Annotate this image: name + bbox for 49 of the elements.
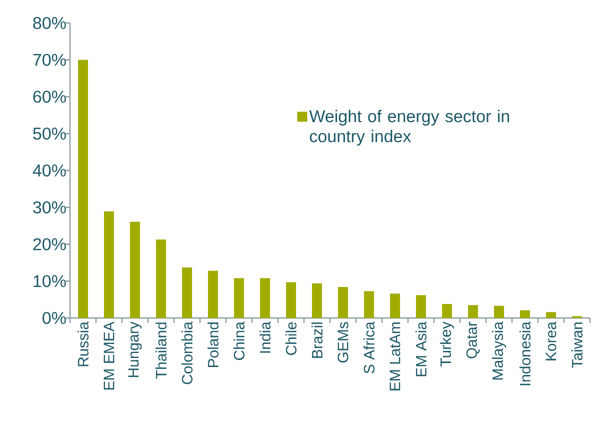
x-tick-label: Malaysia [492, 322, 506, 380]
bar [182, 267, 192, 318]
bar [546, 312, 556, 318]
bar [104, 211, 114, 318]
x-tick-label: Qatar [466, 322, 480, 358]
x-tick-label: Poland [207, 322, 219, 368]
bar [260, 278, 270, 318]
x-tick-label: Indonesia [520, 322, 531, 386]
x-tick-label: EM LatAm [390, 322, 400, 390]
x-tick-label: Colombia [181, 322, 193, 384]
y-tick-label: 80% [33, 16, 66, 30]
legend-label: Weight of energy sector in country index [309, 110, 510, 146]
bar [468, 305, 478, 318]
y-tick-label: 20% [33, 238, 66, 250]
bar [416, 295, 426, 318]
y-tick-label: 50% [33, 128, 66, 140]
x-tick-label: Hungary [128, 322, 142, 378]
x-tick-label: Chile [286, 322, 297, 355]
x-tick-label: S Africa [364, 322, 375, 374]
bar [234, 278, 244, 318]
y-tick-label: 40% [32, 164, 66, 177]
bar [130, 222, 140, 318]
x-tick-label: China [233, 322, 245, 360]
y-tick-label: 60% [33, 90, 66, 103]
x-tick-label: EM EMEA [104, 322, 114, 390]
y-tick-label: 70% [33, 54, 66, 66]
y-tick-label: 30% [33, 201, 66, 214]
bar [390, 294, 400, 318]
bar [156, 239, 166, 318]
x-tick-label: Korea [546, 322, 556, 360]
x-tick-label: Turkey [440, 322, 454, 366]
x-tick-label: Brazil [312, 322, 323, 358]
bar [338, 287, 348, 318]
bar [312, 283, 322, 318]
bar [78, 60, 88, 318]
x-tick-label: EM Asia [416, 322, 427, 376]
x-tick-label: Taiwan [572, 322, 583, 368]
x-tick-label: Thailand [155, 322, 167, 379]
y-tick-label: 10% [34, 275, 66, 288]
bar [364, 291, 374, 318]
y-tick-label: 0% [42, 312, 66, 324]
x-tick-label: GEMs [338, 322, 348, 362]
bar [494, 306, 504, 318]
x-tick-label: Russia [77, 322, 89, 366]
bar [442, 304, 452, 318]
bar [286, 282, 296, 318]
bar [208, 270, 218, 318]
x-tick-label: India [259, 322, 271, 353]
bar [520, 310, 530, 318]
